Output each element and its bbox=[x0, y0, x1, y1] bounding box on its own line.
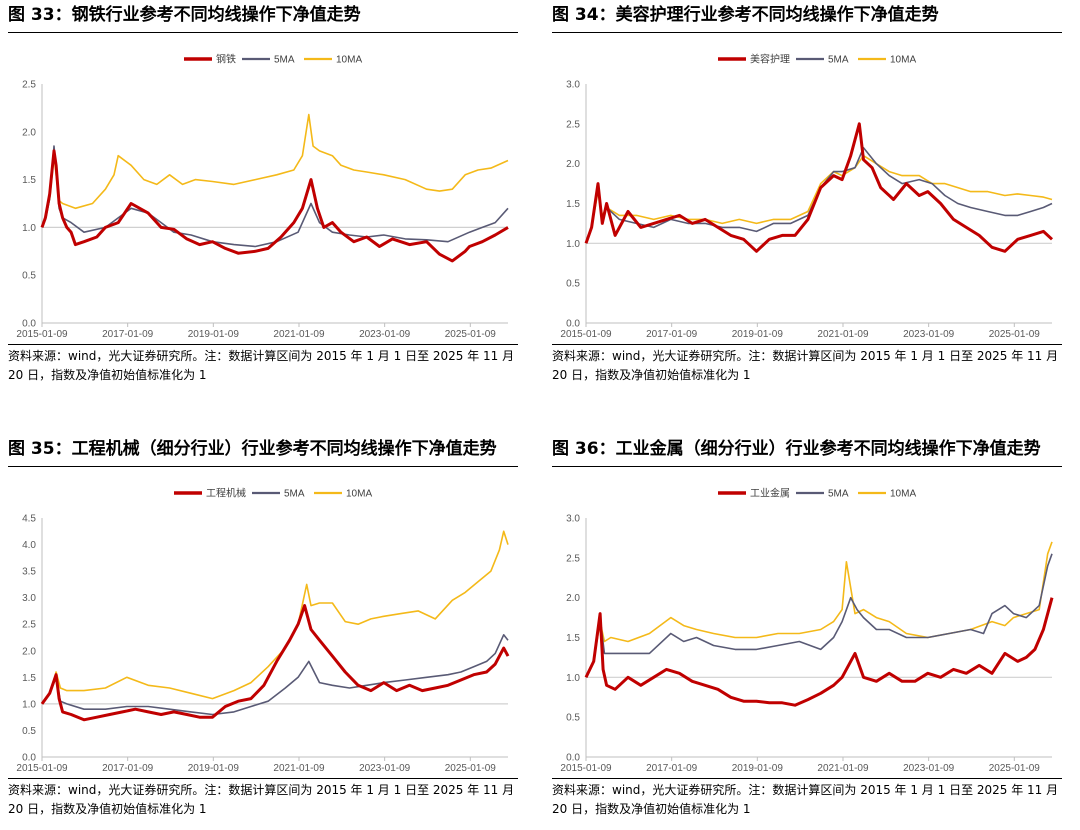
y-tick-label: 4.0 bbox=[22, 540, 36, 551]
series-line-5ma bbox=[585, 553, 1053, 678]
y-tick-label: 2.5 bbox=[566, 553, 580, 564]
legend-label: 10MA bbox=[890, 55, 916, 66]
line-chart: 0.0 0.5 1.0 1.5 2.0 2.5 3.0 2015-01-09 2017-01-0… bbox=[552, 34, 1062, 344]
legend-label: 工业金属 bbox=[750, 487, 790, 500]
source-note: 资料来源：wind，光大证券研究所。注：数据计算区间为 2015 年 1 月 1… bbox=[552, 344, 1062, 387]
source-note: 资料来源：wind，光大证券研究所。注：数据计算区间为 2015 年 1 月 1… bbox=[552, 778, 1062, 821]
chart-title: 图 33：钢铁行业参考不同均线操作下净值走势 bbox=[8, 0, 518, 33]
y-tick-label: 0.0 bbox=[566, 319, 580, 330]
series-line-10ma bbox=[41, 530, 509, 705]
series-line-index bbox=[584, 122, 1054, 253]
y-tick-label: 2.0 bbox=[22, 127, 36, 138]
x-tick-label: 2021-01-09 bbox=[817, 329, 869, 340]
y-tick-label: 0.5 bbox=[566, 279, 580, 290]
y-tick-label: 2.0 bbox=[566, 159, 580, 170]
source-note: 资料来源：wind，光大证券研究所。注：数据计算区间为 2015 年 1 月 1… bbox=[8, 778, 518, 821]
legend: 工程机械 5MA 10MA bbox=[174, 487, 372, 500]
x-tick-label: 2017-01-09 bbox=[102, 329, 154, 340]
y-tick-label: 2.5 bbox=[22, 620, 36, 631]
line-chart: 0.0 0.5 1.0 1.5 2.0 2.5 3.0 2015-01-09 2017-01-0… bbox=[552, 468, 1062, 778]
x-tick-label: 2021-01-09 bbox=[273, 329, 325, 340]
legend-label: 工程机械 bbox=[206, 487, 246, 500]
legend: 美容护理 5MA 10MA bbox=[718, 53, 916, 66]
legend-label: 5MA bbox=[274, 55, 295, 66]
legend: 钢铁 5MA 10MA bbox=[184, 53, 362, 66]
chart-title: 图 34：美容护理行业参考不同均线操作下净值走势 bbox=[552, 0, 1062, 33]
y-tick-label: 0.0 bbox=[566, 753, 580, 764]
y-tick-label: 1.0 bbox=[566, 673, 580, 684]
x-tick-label: 2019-01-09 bbox=[732, 329, 784, 340]
legend-label: 钢铁 bbox=[216, 53, 236, 66]
y-tick-label: 3.0 bbox=[566, 80, 580, 91]
legend-label: 美容护理 bbox=[750, 53, 790, 66]
y-tick-label: 0.5 bbox=[22, 726, 36, 737]
chart-panel-33: 图 33：钢铁行业参考不同均线操作下净值走势 0.0 0.5 1.0 1.5 2.0 2.… bbox=[8, 0, 518, 395]
x-tick-label: 2021-01-09 bbox=[817, 763, 869, 774]
x-tick-label: 2015-01-09 bbox=[16, 763, 68, 774]
x-tick-label: 2023-01-09 bbox=[903, 329, 955, 340]
x-tick-label: 2025-01-09 bbox=[989, 763, 1041, 774]
series-line-index bbox=[40, 149, 509, 263]
y-tick-label: 1.5 bbox=[566, 633, 580, 644]
series-line-index bbox=[584, 597, 1054, 707]
y-tick-label: 2.5 bbox=[22, 80, 36, 91]
y-tick-label: 1.0 bbox=[566, 239, 580, 250]
x-tick-label: 2023-01-09 bbox=[359, 329, 411, 340]
source-note: 资料来源：wind，光大证券研究所。注：数据计算区间为 2015 年 1 月 1… bbox=[8, 344, 518, 387]
x-tick-label: 2019-01-09 bbox=[732, 763, 784, 774]
x-tick-label: 2019-01-09 bbox=[188, 763, 240, 774]
y-tick-label: 0.5 bbox=[566, 713, 580, 724]
y-tick-label: 0.0 bbox=[22, 753, 36, 764]
chart-title: 图 35：工程机械（细分行业）行业参考不同均线操作下净值走势 bbox=[8, 434, 518, 467]
series-line-10ma bbox=[585, 541, 1053, 678]
x-tick-label: 2015-01-09 bbox=[16, 329, 68, 340]
y-tick-label: 0.5 bbox=[22, 271, 36, 282]
chart-title: 图 36：工业金属（细分行业）行业参考不同均线操作下净值走势 bbox=[552, 434, 1062, 467]
x-tick-label: 2025-01-09 bbox=[989, 329, 1041, 340]
x-tick-label: 2019-01-09 bbox=[188, 329, 240, 340]
y-tick-label: 2.0 bbox=[22, 646, 36, 657]
x-tick-label: 2017-01-09 bbox=[646, 763, 698, 774]
series-line-5ma bbox=[41, 145, 509, 248]
y-tick-label: 1.0 bbox=[22, 699, 36, 710]
chart-panel-36: 图 36：工业金属（细分行业）行业参考不同均线操作下净值走势 0.0 0.5 1.0… bbox=[552, 434, 1062, 829]
line-chart: 0.0 0.5 1.0 1.5 2.0 2.5 3.0 3.5 4.0 4.5 2015-01-09… bbox=[8, 468, 518, 778]
legend-label: 10MA bbox=[890, 489, 916, 500]
x-tick-label: 2021-01-09 bbox=[273, 763, 325, 774]
x-tick-label: 2025-01-09 bbox=[445, 329, 497, 340]
y-tick-label: 1.5 bbox=[22, 175, 36, 186]
series-line-10ma bbox=[41, 113, 509, 228]
x-tick-label: 2017-01-09 bbox=[102, 763, 154, 774]
y-tick-label: 1.5 bbox=[22, 673, 36, 684]
x-tick-label: 2015-01-09 bbox=[560, 329, 612, 340]
y-tick-label: 3.0 bbox=[22, 593, 36, 604]
legend-label: 5MA bbox=[284, 489, 305, 500]
legend-label: 10MA bbox=[336, 55, 362, 66]
chart-panel-35: 图 35：工程机械（细分行业）行业参考不同均线操作下净值走势 0.0 0.5 1.0… bbox=[8, 434, 518, 829]
y-tick-label: 1.5 bbox=[566, 199, 580, 210]
chart-panel-34: 图 34：美容护理行业参考不同均线操作下净值走势 0.0 0.5 1.0 1.5 2.0… bbox=[552, 0, 1062, 395]
y-tick-label: 2.0 bbox=[566, 593, 580, 604]
x-tick-label: 2025-01-09 bbox=[445, 763, 497, 774]
series-line-index bbox=[40, 604, 510, 722]
y-tick-label: 1.0 bbox=[22, 223, 36, 234]
x-tick-label: 2023-01-09 bbox=[359, 763, 411, 774]
legend-label: 5MA bbox=[828, 55, 849, 66]
legend: 工业金属 5MA 10MA bbox=[718, 487, 916, 500]
series-line-5ma bbox=[41, 634, 509, 716]
line-chart: 0.0 0.5 1.0 1.5 2.0 2.5 2015-01-09 2017-01-09 20… bbox=[8, 34, 518, 344]
x-tick-label: 2015-01-09 bbox=[560, 763, 612, 774]
legend-label: 5MA bbox=[828, 489, 849, 500]
y-tick-label: 0.0 bbox=[22, 319, 36, 330]
y-tick-label: 2.5 bbox=[566, 119, 580, 130]
x-tick-label: 2023-01-09 bbox=[903, 763, 955, 774]
legend-label: 10MA bbox=[346, 489, 372, 500]
y-tick-label: 3.5 bbox=[22, 567, 36, 578]
x-tick-label: 2017-01-09 bbox=[646, 329, 698, 340]
y-tick-label: 3.0 bbox=[566, 514, 580, 525]
y-tick-label: 4.5 bbox=[22, 514, 36, 525]
series-line-10ma bbox=[585, 154, 1053, 244]
